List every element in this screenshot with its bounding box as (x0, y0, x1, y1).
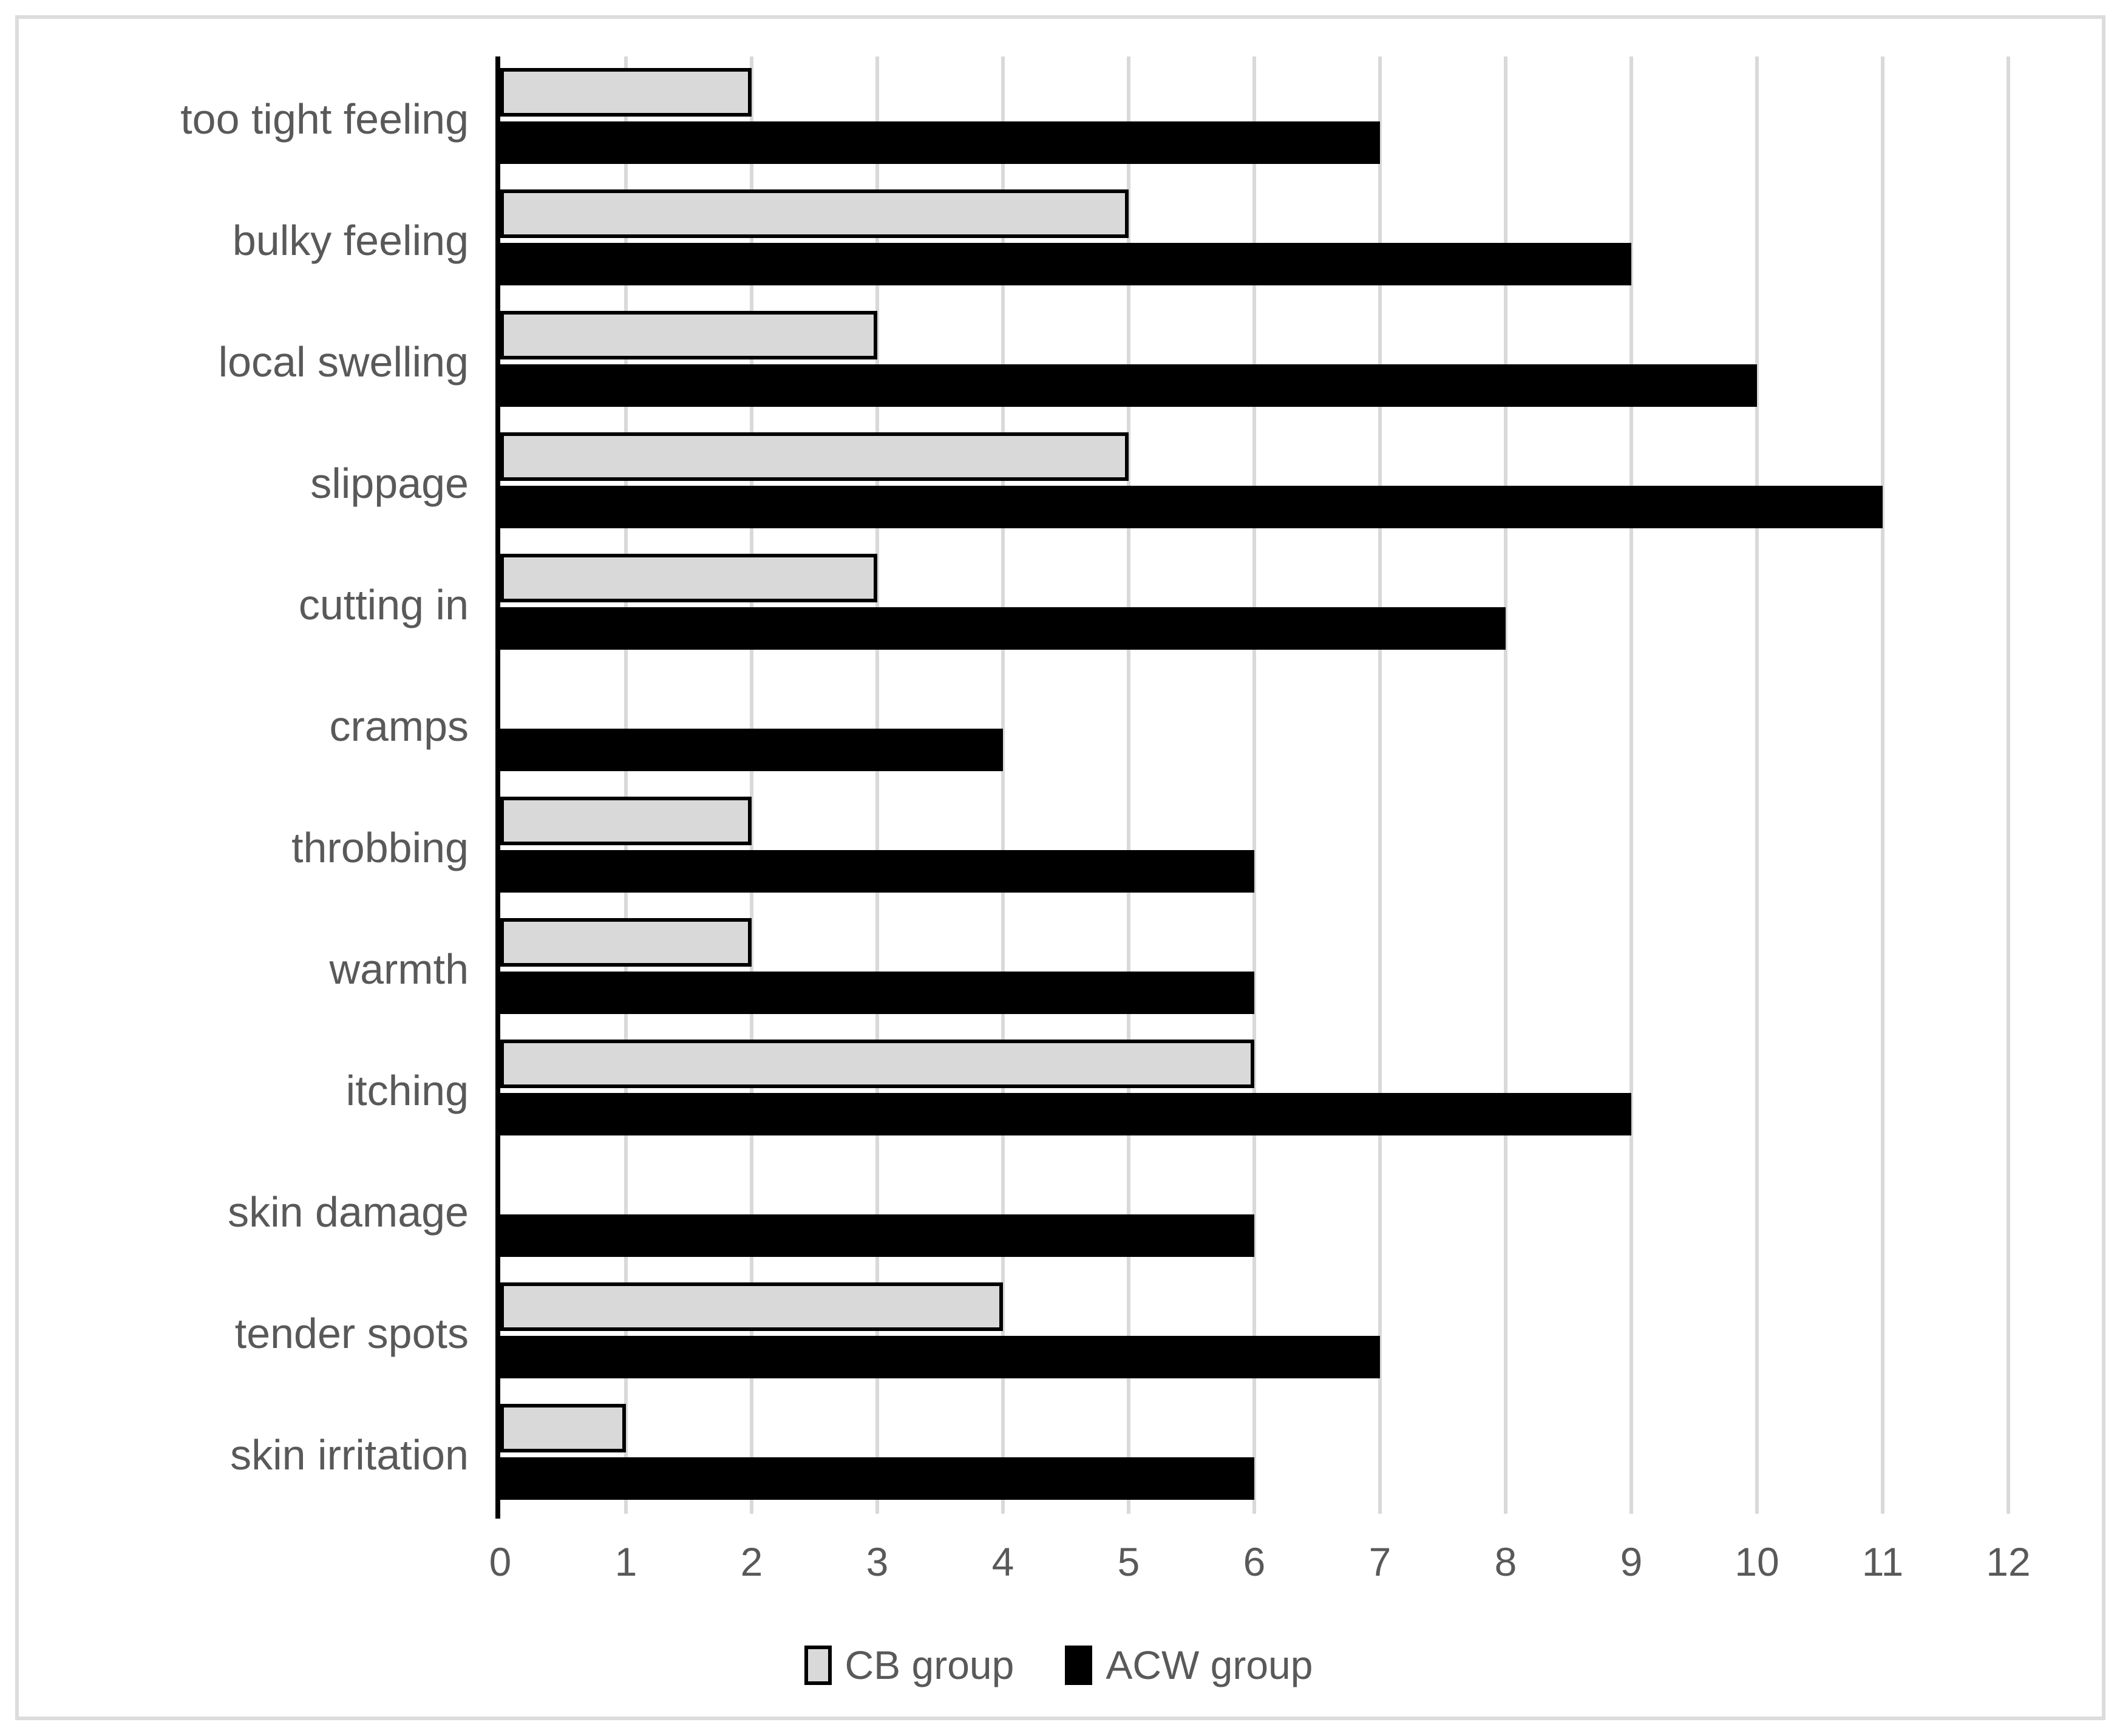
bar-cb-group (500, 1404, 626, 1452)
bar-acw-group (500, 486, 1883, 528)
x-tick-label: 11 (1861, 1539, 1904, 1584)
x-tick-label: 3 (866, 1539, 889, 1584)
bar-cb-group (500, 554, 877, 602)
gridline (1755, 56, 1759, 1514)
x-tick-label: 12 (1986, 1539, 2031, 1584)
category-label: warmth (329, 945, 469, 993)
x-tick-label: 10 (1735, 1539, 1779, 1584)
category-label: cramps (329, 703, 469, 750)
gridline (1378, 56, 1382, 1514)
category-label: tender spots (234, 1310, 469, 1357)
gridline (1629, 56, 1633, 1514)
acw-group-swatch-icon (1065, 1645, 1093, 1685)
bar-acw-group (500, 972, 1254, 1014)
category-label: skin damage (228, 1188, 469, 1236)
category-label: skin irritation (230, 1431, 469, 1479)
legend-label-cb-group: CB group (844, 1642, 1014, 1687)
bar-acw-group (500, 243, 1631, 285)
gridline (1504, 56, 1507, 1514)
category-label: too tight feeling (180, 95, 469, 143)
gridline (1881, 56, 1884, 1514)
bar-cb-group (500, 797, 752, 845)
bar-acw-group (500, 1336, 1380, 1378)
gridline (875, 56, 879, 1514)
gridline (2007, 56, 2010, 1514)
cb-group-swatch-icon (804, 1645, 832, 1685)
category-label: local swelling (218, 338, 469, 386)
legend-item-acw-group: ACW group (1065, 1642, 1313, 1688)
x-tick-label: 4 (991, 1539, 1014, 1584)
gridline (1127, 56, 1130, 1514)
x-tick-label: 7 (1368, 1539, 1392, 1584)
x-tick-label: 6 (1243, 1539, 1266, 1584)
category-label: slippage (310, 460, 469, 507)
gridline (750, 56, 753, 1514)
category-label: itching (345, 1067, 469, 1114)
bar-cb-group (500, 1282, 1003, 1331)
bar-cb-group (500, 918, 752, 967)
gridline (1001, 56, 1005, 1514)
bar-acw-group (500, 1214, 1254, 1257)
x-tick-label: 0 (489, 1539, 512, 1584)
bar-acw-group (500, 1457, 1254, 1500)
x-tick-label: 9 (1620, 1539, 1643, 1584)
x-tick-label: 5 (1117, 1539, 1140, 1584)
category-label: cutting in (298, 581, 469, 628)
bar-acw-group (500, 850, 1254, 893)
legend: CB group ACW group (0, 1635, 2117, 1695)
bar-cb-group (500, 432, 1129, 481)
bar-cb-group (500, 68, 752, 117)
bar-acw-group (500, 364, 1757, 407)
category-axis-line (495, 56, 500, 1519)
bar-cb-group (500, 311, 877, 359)
bar-acw-group (500, 121, 1380, 164)
gridline (624, 56, 628, 1514)
bar-acw-group (500, 607, 1506, 650)
gridline (1252, 56, 1256, 1514)
bar-cb-group (500, 189, 1129, 238)
bar-acw-group (500, 729, 1003, 771)
bar-cb-group (500, 1040, 1254, 1088)
x-tick-label: 2 (740, 1539, 763, 1584)
x-tick-label: 8 (1494, 1539, 1517, 1584)
legend-item-cb-group: CB group (804, 1642, 1014, 1688)
category-label: bulky feeling (232, 217, 469, 264)
x-tick-label: 1 (614, 1539, 637, 1584)
legend-label-acw-group: ACW group (1106, 1642, 1313, 1687)
bar-acw-group (500, 1093, 1631, 1135)
category-label: throbbing (291, 824, 469, 871)
